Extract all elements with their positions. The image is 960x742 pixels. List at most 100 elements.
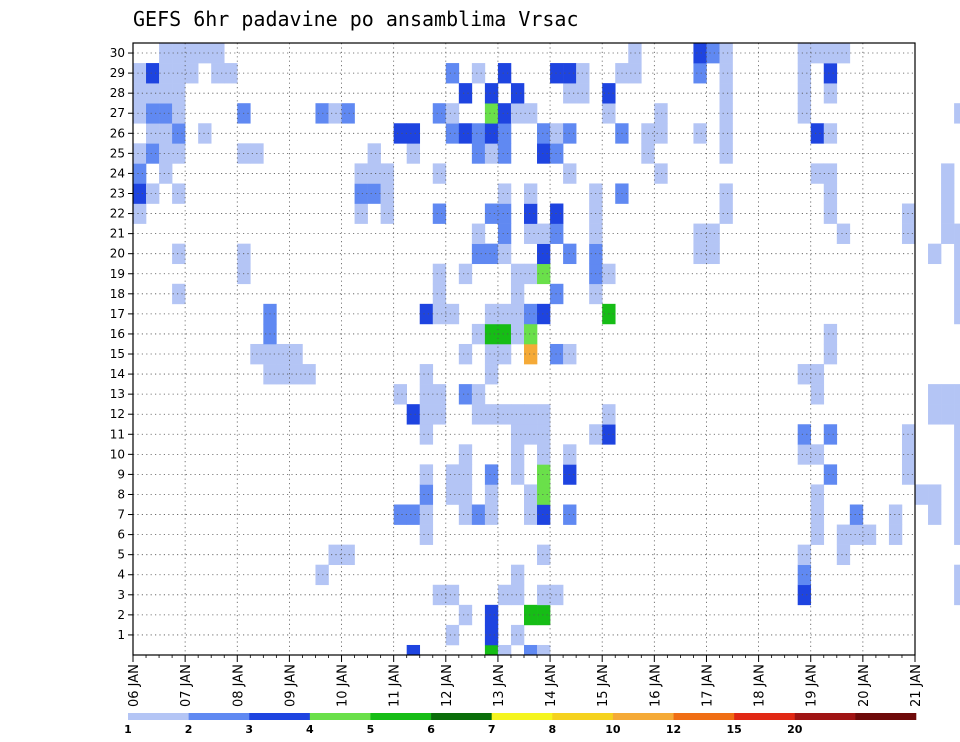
heatmap-cell: [510, 424, 525, 445]
heatmap-cell: [537, 444, 551, 465]
heatmap-cell: [537, 123, 551, 144]
heatmap-cell: [537, 644, 551, 656]
heatmap-cell: [719, 123, 733, 144]
heatmap-cell: [915, 484, 929, 505]
heatmap-cell: [928, 404, 942, 425]
heatmap-cell: [198, 123, 212, 144]
heatmap-cell: [510, 283, 525, 305]
heatmap-cell: [954, 404, 960, 425]
heatmap-cell: [354, 183, 368, 204]
heatmap-cell: [419, 424, 434, 445]
y-tick-label: 28: [110, 86, 125, 100]
x-tick-label: 15 JAN: [596, 664, 611, 707]
heatmap-cell: [419, 524, 434, 545]
heatmap-cell: [198, 43, 212, 64]
heatmap-cell: [693, 123, 707, 144]
heatmap-cell: [419, 464, 434, 485]
heatmap-cell: [706, 43, 720, 64]
heatmap-cell: [471, 243, 486, 265]
heatmap-cell: [810, 384, 825, 405]
legend-label: 20: [787, 723, 803, 736]
heatmap-cell: [432, 263, 447, 285]
heatmap-cell: [432, 203, 447, 224]
heatmap-cell: [484, 343, 499, 365]
heatmap-cell: [537, 484, 551, 505]
y-tick-label: 3: [117, 588, 125, 602]
y-tick-label: 16: [110, 327, 125, 341]
heatmap-cell: [497, 404, 512, 425]
heatmap-cell: [524, 504, 538, 525]
heatmap-cell: [524, 424, 538, 445]
heatmap-cell: [823, 163, 838, 184]
heatmap-cell: [836, 43, 851, 64]
y-tick-label: 15: [110, 347, 125, 361]
x-tick-label: 21 JAN: [909, 664, 924, 707]
heatmap-cell: [172, 123, 186, 144]
heatmap-cell: [537, 263, 551, 285]
heatmap-cell: [445, 123, 460, 144]
heatmap-cell: [524, 103, 538, 124]
heatmap-cell: [146, 123, 160, 144]
heatmap-cell: [797, 63, 812, 84]
heatmap-cell: [471, 223, 486, 244]
heatmap-cell: [524, 183, 538, 204]
legend-label: 6: [427, 723, 435, 736]
heatmap-cell: [550, 283, 564, 305]
y-tick-label: 17: [110, 307, 125, 321]
heatmap-cell: [693, 63, 707, 84]
heatmap-cell: [445, 584, 460, 606]
heatmap-cell: [706, 223, 720, 244]
heatmap-cell: [550, 223, 564, 244]
heatmap-cell: [419, 504, 434, 525]
y-tick-label: 6: [117, 528, 125, 542]
heatmap-cell: [497, 644, 512, 656]
heatmap-cell: [211, 63, 225, 84]
heatmap-cell: [354, 163, 368, 184]
heatmap-cell: [211, 43, 225, 64]
heatmap-cell: [941, 404, 955, 425]
heatmap-cell: [172, 43, 186, 64]
heatmap-cell: [901, 464, 916, 485]
x-tick-label: 09 JAN: [283, 664, 298, 707]
heatmap-cell: [928, 384, 942, 405]
heatmap-cell: [484, 103, 499, 124]
heatmap-cell: [432, 283, 447, 305]
heatmap-cell: [380, 163, 394, 184]
heatmap-cell: [497, 223, 512, 244]
heatmap-cell: [471, 384, 486, 405]
heatmap-cell: [172, 143, 186, 164]
heatmap-cell: [510, 404, 525, 425]
y-tick-label: 26: [110, 126, 125, 140]
heatmap-cell: [797, 364, 812, 385]
heatmap-cell: [159, 63, 173, 84]
legend-swatch: [249, 713, 311, 720]
heatmap-cell: [133, 63, 147, 84]
heatmap-cell: [550, 123, 564, 144]
heatmap-cell: [954, 424, 960, 445]
y-tick-label: 29: [110, 66, 125, 80]
heatmap-cell: [497, 243, 512, 265]
heatmap-cell: [458, 464, 473, 485]
x-axis: 06 JAN 07 JAN 08 JAN 09 JAN 10 JAN 11 JAN 12 J…: [127, 655, 924, 707]
heatmap-cell: [823, 203, 838, 224]
heatmap-cell: [849, 524, 864, 545]
y-tick-label: 18: [110, 287, 125, 301]
legend-swatch: [794, 713, 856, 720]
heatmap-cell: [406, 404, 421, 425]
heatmap-cell: [954, 504, 960, 525]
y-tick-label: 14: [110, 367, 125, 381]
heatmap-cell: [537, 303, 551, 325]
y-tick-label: 24: [110, 166, 125, 180]
heatmap-cell: [941, 203, 955, 224]
heatmap-cell: [393, 384, 407, 405]
chart-title: GEFS 6hr padavine po ansamblima Vrsac: [133, 7, 579, 31]
heatmap-cell: [524, 203, 538, 224]
heatmap-cell: [380, 203, 394, 224]
heatmap-cell: [797, 43, 812, 64]
heatmap-cell: [458, 83, 473, 104]
heatmap-cell: [497, 143, 512, 164]
heatmap-cell: [693, 43, 707, 64]
heatmap-cell: [537, 464, 551, 485]
heatmap-cell: [471, 143, 486, 164]
heatmap-cell: [810, 484, 825, 505]
